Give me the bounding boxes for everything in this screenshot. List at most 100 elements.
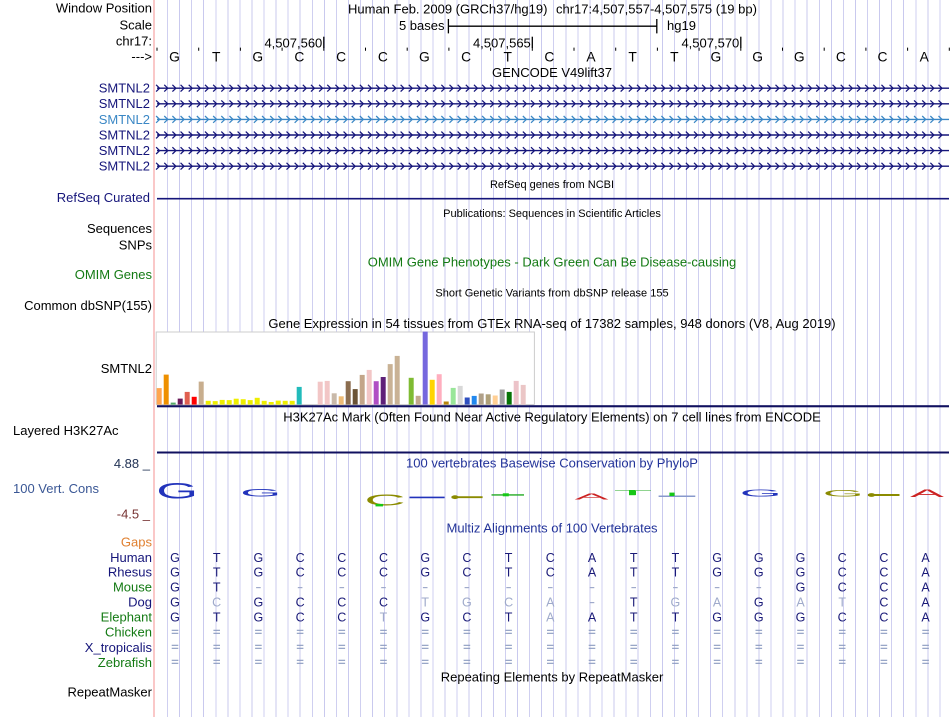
svg-text:Common dbSNP(155): Common dbSNP(155) xyxy=(24,298,152,313)
svg-text:Repeating Elements by RepeatMa: Repeating Elements by RepeatMasker xyxy=(441,670,664,685)
svg-text:G: G xyxy=(240,487,281,499)
svg-text:G: G xyxy=(420,551,430,565)
svg-text:C: C xyxy=(462,565,471,579)
svg-text:G: G xyxy=(796,610,806,624)
svg-text:G: G xyxy=(796,565,806,579)
svg-text:C: C xyxy=(504,595,513,609)
svg-text:H3K27Ac Mark (Often Found Near: H3K27Ac Mark (Often Found Near Active Re… xyxy=(283,409,821,424)
svg-text:T: T xyxy=(670,49,679,64)
svg-text:chr17:: chr17: xyxy=(116,34,152,49)
svg-text:T: T xyxy=(380,610,388,624)
svg-text:G: G xyxy=(740,487,782,498)
svg-text:4,507,560: 4,507,560 xyxy=(264,35,322,50)
svg-text:G: G xyxy=(796,551,806,565)
svg-text:Chicken: Chicken xyxy=(105,624,152,639)
svg-text:C: C xyxy=(546,551,555,565)
svg-text:C: C xyxy=(296,595,305,609)
svg-text:G: G xyxy=(754,595,764,609)
svg-text:A: A xyxy=(586,49,596,64)
svg-text:C: C xyxy=(296,551,305,565)
svg-text:hg19: hg19 xyxy=(667,18,696,33)
svg-text:X_tropicalis: X_tropicalis xyxy=(85,640,153,655)
svg-text:RefSeq genes from NCBI: RefSeq genes from NCBI xyxy=(490,179,614,191)
svg-text:C: C xyxy=(838,580,847,594)
svg-text:T: T xyxy=(630,565,638,579)
svg-text:Publications: Sequences in Sci: Publications: Sequences in Scientific Ar… xyxy=(443,208,661,220)
svg-text:OMIM Genes: OMIM Genes xyxy=(75,267,153,282)
svg-text:T: T xyxy=(630,551,638,565)
svg-text:OMIM Gene Phenotypes - Dark Gr: OMIM Gene Phenotypes - Dark Green Can Be… xyxy=(368,254,737,269)
svg-text:A: A xyxy=(921,595,930,609)
svg-text:T: T xyxy=(212,49,221,64)
svg-text:G: G xyxy=(252,49,263,64)
svg-text:G: G xyxy=(754,565,764,579)
svg-text:4,507,565: 4,507,565 xyxy=(473,35,531,50)
svg-text:A: A xyxy=(910,487,944,500)
svg-text:G: G xyxy=(170,595,180,609)
svg-text:Scale: Scale xyxy=(119,18,152,33)
svg-text:G: G xyxy=(156,479,198,504)
svg-text:SMTNL2: SMTNL2 xyxy=(101,361,152,376)
svg-text:G: G xyxy=(170,551,180,565)
svg-text:-4.5 _: -4.5 _ xyxy=(117,507,151,522)
svg-text:T: T xyxy=(672,551,680,565)
svg-text:C: C xyxy=(462,551,471,565)
svg-text:T: T xyxy=(672,565,680,579)
svg-text:A: A xyxy=(921,610,930,624)
svg-text:A: A xyxy=(546,610,555,624)
svg-text:C: C xyxy=(838,610,847,624)
svg-text:C: C xyxy=(337,565,346,579)
svg-text:G: G xyxy=(754,610,764,624)
svg-text:Zebrafish: Zebrafish xyxy=(98,655,152,670)
svg-text:G: G xyxy=(823,488,864,498)
svg-text:--->: ---> xyxy=(131,49,152,64)
svg-text:SMTNL2: SMTNL2 xyxy=(99,143,150,158)
svg-text:SNPs: SNPs xyxy=(119,238,153,253)
svg-text:Elephant: Elephant xyxy=(101,609,153,624)
svg-text:A: A xyxy=(713,595,722,609)
svg-text:T: T xyxy=(630,610,638,624)
svg-text:G: G xyxy=(794,49,805,64)
svg-text:C: C xyxy=(379,595,388,609)
svg-text:100 vertebrates Basewise Conse: 100 vertebrates Basewise Conservation by… xyxy=(406,455,698,470)
svg-text:Sequences: Sequences xyxy=(87,221,153,236)
svg-text:Gene Expression in 54 tissues: Gene Expression in 54 tissues from GTEx … xyxy=(268,316,835,331)
svg-text:G: G xyxy=(462,595,472,609)
svg-text:chr17:4,507,557-4,507,575 (19: chr17:4,507,557-4,507,575 (19 bp) xyxy=(556,2,757,17)
svg-text:G: G xyxy=(754,551,764,565)
svg-text:SMTNL2: SMTNL2 xyxy=(99,112,150,127)
svg-text:C: C xyxy=(337,595,346,609)
svg-text:A: A xyxy=(575,493,610,502)
svg-text:T: T xyxy=(505,610,513,624)
svg-text:A: A xyxy=(920,49,930,64)
svg-text:T: T xyxy=(421,595,429,609)
svg-text:RefSeq Curated: RefSeq Curated xyxy=(57,190,150,205)
svg-text:C: C xyxy=(879,580,888,594)
svg-text:C: C xyxy=(546,565,555,579)
svg-text:4,507,570: 4,507,570 xyxy=(681,35,739,50)
svg-text:G: G xyxy=(711,49,722,64)
svg-text:Rhesus: Rhesus xyxy=(108,564,153,579)
svg-text:100 Vert. Cons: 100 Vert. Cons xyxy=(13,481,99,496)
svg-text:Layered H3K27Ac: Layered H3K27Ac xyxy=(13,423,119,438)
svg-text:C: C xyxy=(364,491,405,509)
svg-text:G: G xyxy=(712,551,722,565)
svg-text:C: C xyxy=(838,551,847,565)
svg-text:A: A xyxy=(588,565,597,579)
svg-text:Multiz Alignments of 100 Verte: Multiz Alignments of 100 Vertebrates xyxy=(446,520,658,535)
svg-text:Window Position: Window Position xyxy=(56,1,152,16)
svg-text:G: G xyxy=(170,610,180,624)
svg-text:C: C xyxy=(378,49,388,64)
svg-text:Human Feb. 2009 (GRCh37/hg19): Human Feb. 2009 (GRCh37/hg19) xyxy=(348,2,547,17)
svg-text:G: G xyxy=(671,595,681,609)
svg-text:SMTNL2: SMTNL2 xyxy=(99,127,150,142)
svg-text:T: T xyxy=(628,49,637,64)
svg-text:A: A xyxy=(921,565,930,579)
svg-text:SMTNL2: SMTNL2 xyxy=(99,96,150,111)
svg-text:T: T xyxy=(505,565,513,579)
svg-text:C: C xyxy=(337,610,346,624)
svg-text:G: G xyxy=(420,565,430,579)
svg-text:G: G xyxy=(254,551,264,565)
svg-text:C: C xyxy=(879,595,888,609)
svg-text:C: C xyxy=(379,551,388,565)
